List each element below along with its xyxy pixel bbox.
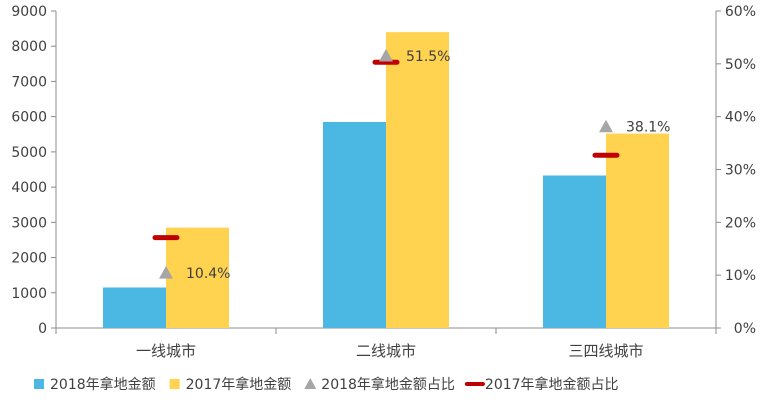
- y-right-tick-label: 60%: [725, 4, 756, 20]
- data-label-2018-share: 10.4%: [186, 266, 230, 282]
- y-right-tick-label: 10%: [725, 268, 756, 284]
- legend-label: 2018年拿地金额占比: [321, 376, 455, 393]
- x-category-label: 三四线城市: [568, 342, 643, 360]
- legend-label: 2018年拿地金额: [50, 376, 156, 393]
- bar-2017: [166, 227, 229, 328]
- legend-swatch: [169, 379, 180, 389]
- data-label-2018-share: 51.5%: [406, 49, 450, 65]
- y-left-tick-label: 4000: [11, 180, 47, 196]
- marker-2018-share: [379, 48, 393, 62]
- y-left-tick-label: 3000: [11, 215, 47, 231]
- bar-2018: [103, 287, 166, 328]
- y-left-tick-label: 8000: [11, 39, 47, 55]
- marker-2018-share: [159, 266, 173, 279]
- data-label-2018-share: 38.1%: [626, 120, 670, 136]
- y-right-tick-label: 50%: [725, 57, 756, 73]
- y-left-tick-label: 0: [38, 321, 47, 337]
- y-left-tick-label: 2000: [11, 251, 47, 267]
- legend-swatch: [34, 379, 44, 389]
- x-category-label: 一线城市: [136, 342, 196, 360]
- y-left-tick-label: 7000: [11, 74, 47, 90]
- legend-label: 2017年拿地金额占比: [485, 376, 619, 393]
- bar-2017: [606, 133, 669, 328]
- y-right-tick-label: 0%: [734, 321, 756, 337]
- y-right-tick-label: 30%: [725, 163, 756, 179]
- y-left-tick-label: 5000: [11, 145, 47, 161]
- y-right-tick-label: 20%: [725, 215, 756, 231]
- y-left-tick-label: 6000: [11, 110, 47, 126]
- x-category-label: 二线城市: [356, 342, 416, 360]
- y-left-tick-label: 1000: [11, 286, 47, 302]
- legend-swatch: [304, 378, 317, 389]
- bar-2018: [323, 121, 386, 328]
- legend-label: 2017年拿地金额: [186, 376, 292, 393]
- y-left-tick-label: 9000: [11, 4, 47, 20]
- bar-2018: [543, 175, 606, 328]
- bar-2017: [386, 32, 449, 329]
- y-right-tick-label: 40%: [725, 110, 756, 126]
- marker-2018-share: [599, 119, 613, 133]
